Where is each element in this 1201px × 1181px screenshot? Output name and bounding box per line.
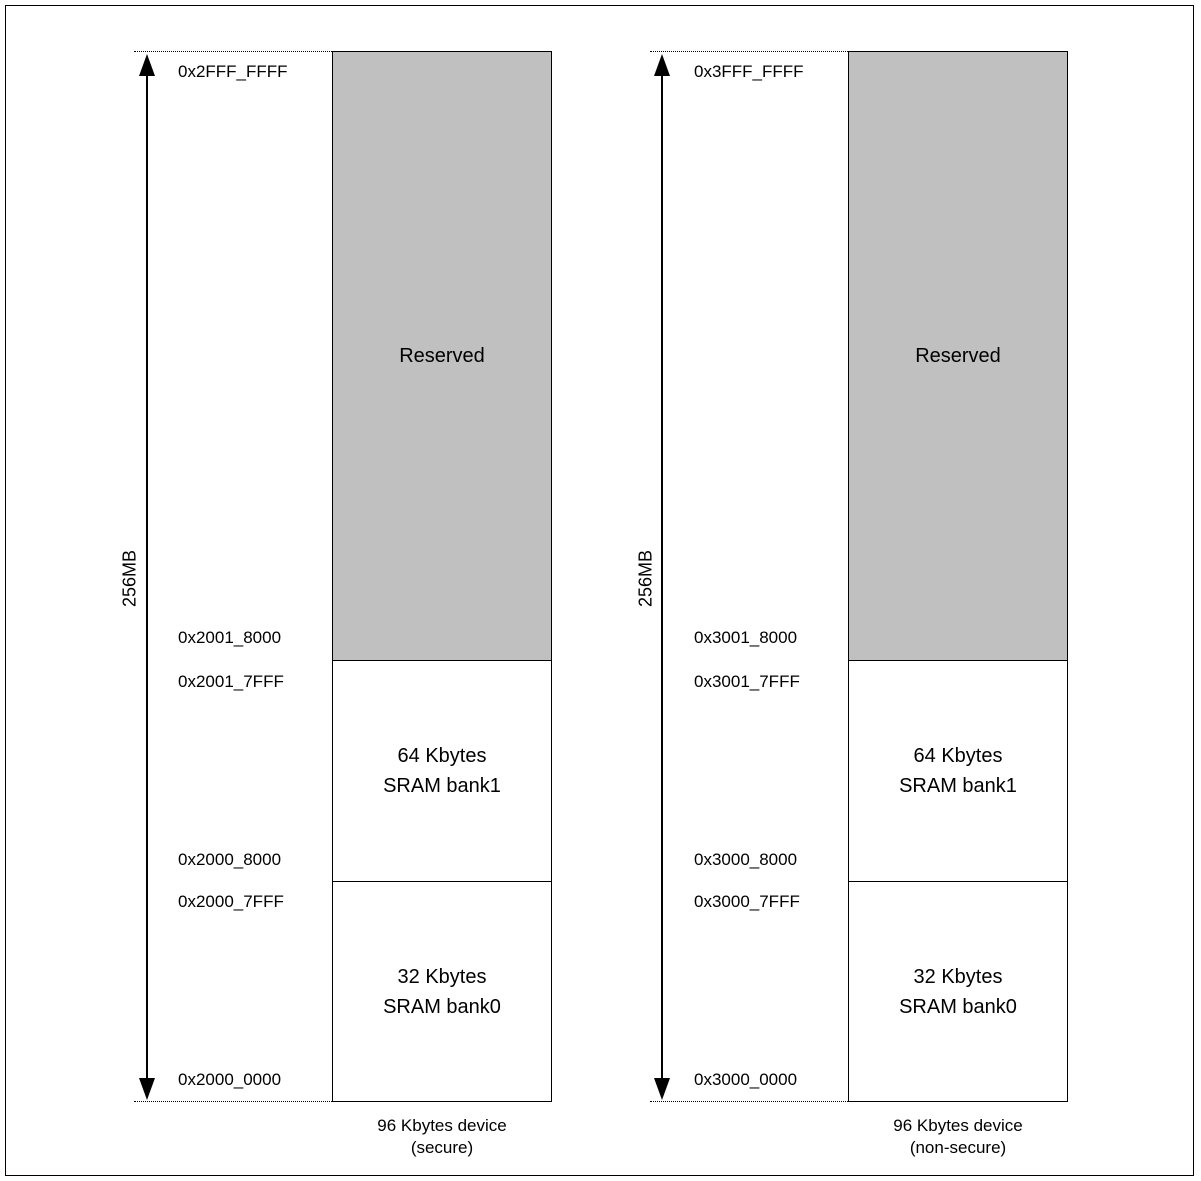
bank1-end-address: 0x3001_7FFF [694, 672, 800, 691]
bank1-size-label: 64 Kbytes [397, 745, 487, 767]
arrow-down-icon [139, 1078, 155, 1100]
bank1-start-address: 0x3000_8000 [694, 850, 798, 869]
top-boundary-line [650, 51, 848, 52]
reserved-start-address: 0x3001_8000 [694, 628, 798, 647]
arrow-up-icon [139, 54, 155, 76]
bank1-name-label: SRAM bank1 [899, 775, 1017, 797]
bank1-start-address: 0x2000_8000 [178, 850, 282, 869]
bank0-size-label: 32 Kbytes [913, 965, 1003, 988]
sram-bank0-block: 32 Kbytes SRAM bank0 [332, 881, 552, 1102]
bank1-size-label: 64 Kbytes [913, 745, 1003, 767]
caption-line-2: (non-secure) [909, 1138, 1007, 1157]
top-boundary-line [134, 51, 332, 52]
bank1-end-address: 0x2001_7FFF [178, 672, 284, 691]
arrow-up-icon [654, 54, 670, 76]
top-address: 0x3FFF_FFFF [694, 62, 804, 81]
top-address: 0x2FFF_FFFF [178, 62, 288, 81]
bank0-name-label: SRAM bank0 [383, 995, 501, 1018]
caption-line-1: 96 Kbytes device [893, 1116, 1023, 1135]
range-line [146, 74, 148, 1080]
reserved-block: Reserved [332, 51, 552, 661]
reserved-label: Reserved [915, 345, 1001, 367]
sram-bank0-block: 32 Kbytes SRAM bank0 [848, 881, 1068, 1102]
sram-bank1-block: 64 Kbytes SRAM bank1 [848, 660, 1068, 882]
bank1-name-label: SRAM bank1 [383, 775, 501, 797]
address-range-size: 256MB [635, 549, 656, 608]
bottom-boundary-line [650, 1101, 848, 1102]
bank0-size-label: 32 Kbytes [397, 965, 487, 988]
bank0-end-address: 0x2000_7FFF [178, 892, 284, 911]
bank0-end-address: 0x3000_7FFF [694, 892, 800, 911]
map-caption: 96 Kbytes device (secure) [332, 1115, 552, 1159]
caption-line-2: (secure) [410, 1138, 474, 1157]
bank0-name-label: SRAM bank0 [899, 995, 1017, 1018]
arrow-down-icon [654, 1078, 670, 1100]
range-line [661, 74, 663, 1080]
map-caption: 96 Kbytes device (non-secure) [848, 1115, 1068, 1159]
bottom-boundary-line [134, 1101, 332, 1102]
caption-line-1: 96 Kbytes device [377, 1116, 507, 1135]
figure-frame [5, 5, 1194, 1176]
reserved-label: Reserved [399, 345, 485, 367]
bank0-start-address: 0x3000_0000 [694, 1070, 798, 1089]
sram-bank1-block: 64 Kbytes SRAM bank1 [332, 660, 552, 882]
reserved-block: Reserved [848, 51, 1068, 661]
reserved-start-address: 0x2001_8000 [178, 628, 282, 647]
bank0-start-address: 0x2000_0000 [178, 1070, 282, 1089]
